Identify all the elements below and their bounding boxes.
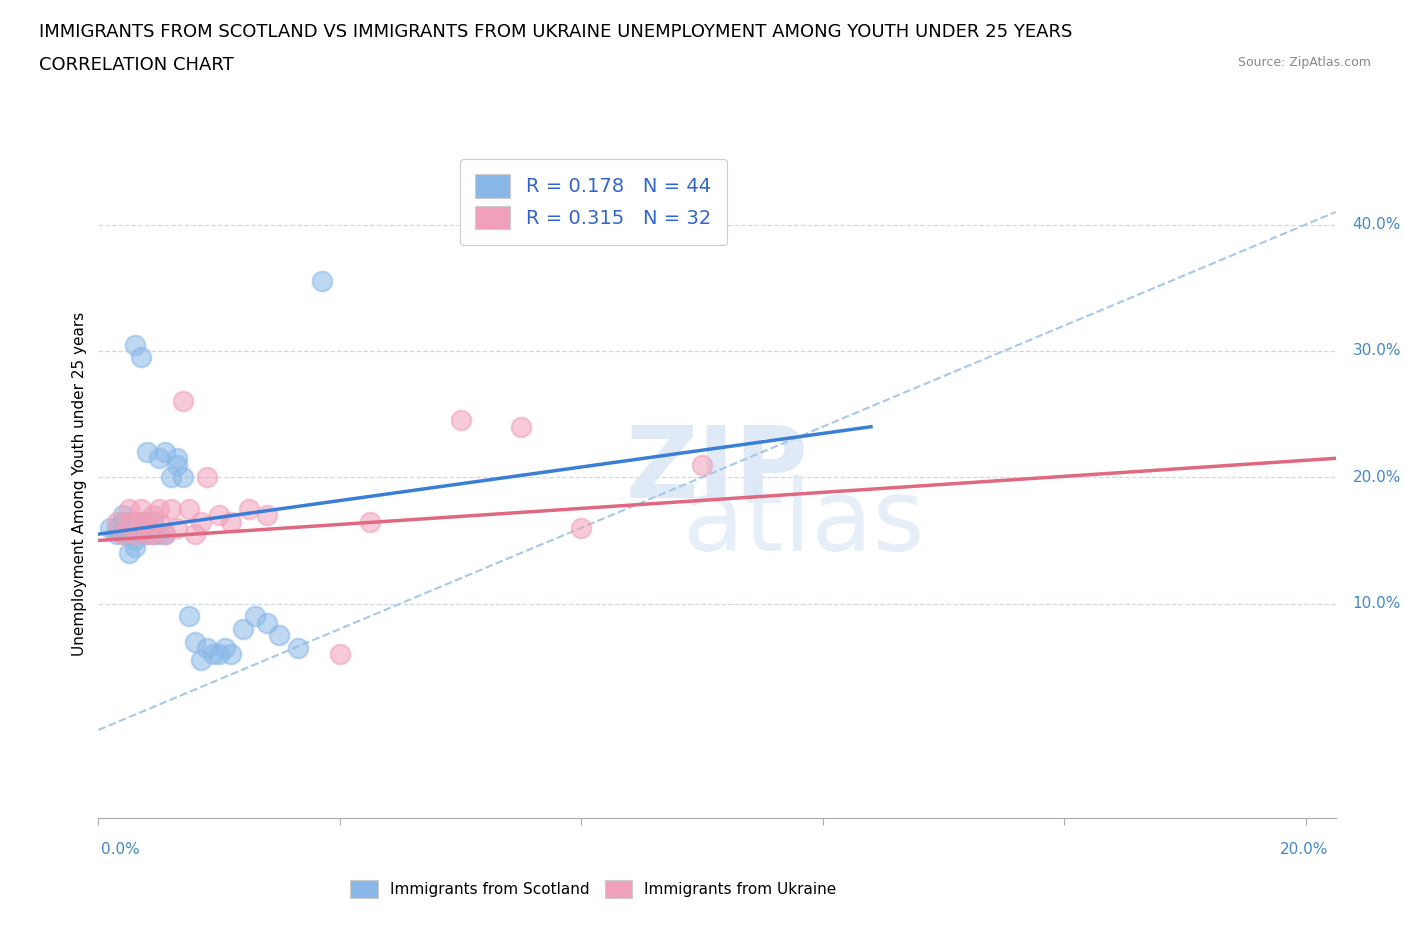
Text: Source: ZipAtlas.com: Source: ZipAtlas.com xyxy=(1237,56,1371,69)
Point xyxy=(329,646,352,661)
Point xyxy=(232,621,254,636)
Point xyxy=(359,514,381,529)
Point xyxy=(124,514,146,529)
Point xyxy=(111,526,134,541)
Text: 10.0%: 10.0% xyxy=(1353,596,1400,611)
Point xyxy=(105,514,128,529)
Point xyxy=(135,514,157,529)
Point xyxy=(105,521,128,536)
Point xyxy=(177,501,200,516)
Point xyxy=(111,514,134,529)
Point xyxy=(256,508,278,523)
Text: 30.0%: 30.0% xyxy=(1353,343,1400,358)
Point xyxy=(129,501,152,516)
Point xyxy=(219,646,242,661)
Point xyxy=(166,521,188,536)
Text: 20.0%: 20.0% xyxy=(1353,470,1400,485)
Point xyxy=(142,514,165,529)
Text: atlas: atlas xyxy=(683,475,925,572)
Point xyxy=(129,526,152,541)
Point xyxy=(117,546,139,561)
Point xyxy=(124,533,146,548)
Text: CORRELATION CHART: CORRELATION CHART xyxy=(39,56,235,73)
Point xyxy=(111,526,134,541)
Point xyxy=(111,508,134,523)
Point xyxy=(117,514,139,529)
Point xyxy=(135,526,157,541)
Point xyxy=(135,445,157,459)
Point xyxy=(105,526,128,541)
Point xyxy=(190,653,212,668)
Point xyxy=(142,508,165,523)
Point xyxy=(148,526,170,541)
Point xyxy=(124,539,146,554)
Point xyxy=(245,609,267,624)
Point xyxy=(153,526,176,541)
Point xyxy=(160,501,183,516)
Y-axis label: Unemployment Among Youth under 25 years: Unemployment Among Youth under 25 years xyxy=(72,312,87,656)
Point xyxy=(214,641,236,656)
Point xyxy=(287,641,309,656)
Point xyxy=(148,501,170,516)
Point xyxy=(450,413,472,428)
Point xyxy=(208,508,231,523)
Text: 40.0%: 40.0% xyxy=(1353,217,1400,232)
Point xyxy=(117,521,139,536)
Point xyxy=(190,514,212,529)
Text: ZIP: ZIP xyxy=(626,421,808,519)
Point xyxy=(117,514,139,529)
Legend: Immigrants from Scotland, Immigrants from Ukraine: Immigrants from Scotland, Immigrants fro… xyxy=(344,873,842,905)
Point xyxy=(177,609,200,624)
Point xyxy=(135,514,157,529)
Point xyxy=(172,470,194,485)
Point xyxy=(195,470,218,485)
Text: 0.0%: 0.0% xyxy=(101,842,141,857)
Point xyxy=(142,526,165,541)
Point xyxy=(153,445,176,459)
Point xyxy=(135,526,157,541)
Point xyxy=(195,641,218,656)
Point xyxy=(166,451,188,466)
Point xyxy=(129,350,152,365)
Point xyxy=(219,514,242,529)
Point xyxy=(124,514,146,529)
Point xyxy=(690,458,713,472)
Point xyxy=(160,470,183,485)
Point xyxy=(148,514,170,529)
Point xyxy=(256,615,278,630)
Point xyxy=(124,338,146,352)
Point xyxy=(117,501,139,516)
Point xyxy=(129,514,152,529)
Point xyxy=(202,646,225,661)
Point xyxy=(129,514,152,529)
Point xyxy=(124,526,146,541)
Point xyxy=(142,526,165,541)
Point xyxy=(117,526,139,541)
Point xyxy=(269,628,291,643)
Point xyxy=(509,419,531,434)
Point xyxy=(184,526,207,541)
Point xyxy=(100,521,122,536)
Point xyxy=(208,646,231,661)
Point xyxy=(148,451,170,466)
Text: IMMIGRANTS FROM SCOTLAND VS IMMIGRANTS FROM UKRAINE UNEMPLOYMENT AMONG YOUTH UND: IMMIGRANTS FROM SCOTLAND VS IMMIGRANTS F… xyxy=(39,23,1073,41)
Point xyxy=(569,521,592,536)
Point xyxy=(172,394,194,409)
Point xyxy=(166,458,188,472)
Point xyxy=(184,634,207,649)
Point xyxy=(153,526,176,541)
Text: 20.0%: 20.0% xyxy=(1281,842,1329,857)
Point xyxy=(311,274,333,289)
Point xyxy=(238,501,260,516)
